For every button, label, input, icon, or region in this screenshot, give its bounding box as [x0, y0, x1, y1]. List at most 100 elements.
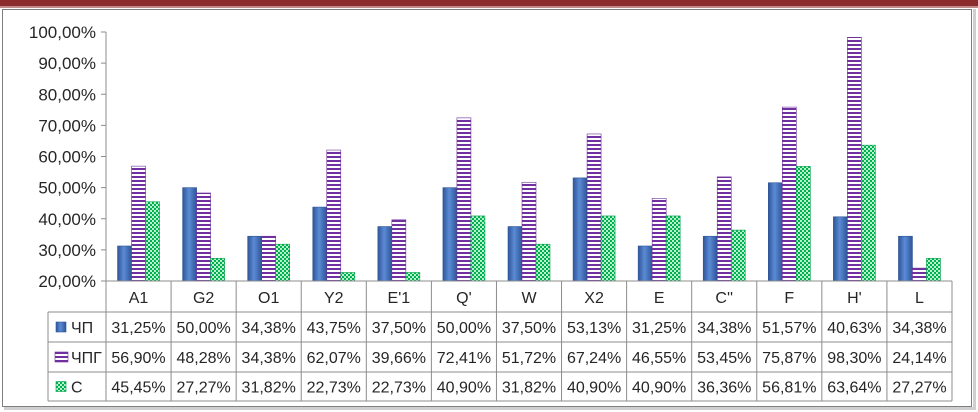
data-table-value: 56,90%: [111, 350, 165, 367]
y-tick-label: 80,00%: [38, 85, 96, 104]
y-tick-label: 20,00%: [38, 272, 96, 291]
bar: [782, 106, 797, 282]
data-table-value: 27,27%: [176, 380, 230, 397]
bar: [716, 176, 732, 282]
data-table-value: 98,30%: [827, 350, 881, 367]
bar: [637, 245, 653, 282]
bar: [210, 258, 225, 282]
window-top-line: [0, 6, 978, 8]
category-label: L: [915, 290, 924, 307]
bar: [702, 235, 718, 282]
bar: [182, 187, 197, 282]
data-table-value: 40,90%: [437, 380, 491, 397]
category-label: F: [784, 290, 794, 307]
bottom-shadow: [4, 407, 976, 410]
category-label: O1: [258, 290, 279, 307]
data-table-value: 40,90%: [632, 380, 686, 397]
data-table-value: 67,24%: [567, 350, 621, 367]
bar: [833, 216, 848, 282]
category-label: W: [521, 290, 537, 307]
data-table-value: 46,55%: [632, 350, 686, 367]
data-table-value: 56,81%: [762, 380, 816, 397]
right-shadow: [973, 9, 976, 409]
bar: [898, 235, 913, 282]
data-table-value: 62,07%: [307, 350, 361, 367]
bar: [247, 235, 262, 282]
bar: [912, 267, 927, 282]
series-name: ЧП: [71, 320, 93, 337]
bar: [196, 192, 211, 282]
data-table-value: 43,75%: [307, 320, 361, 337]
data-table-value: 34,38%: [242, 320, 296, 337]
bar: [535, 243, 551, 282]
bar: [391, 219, 407, 282]
data-table-value: 34,38%: [697, 320, 751, 337]
data-table-value: 27,27%: [892, 380, 946, 397]
chart-border: [2, 9, 972, 407]
legend-key: [55, 381, 67, 392]
y-tick-label: 60,00%: [38, 148, 96, 167]
bar: [521, 181, 537, 282]
data-table-value: 22,73%: [372, 380, 426, 397]
bar: [768, 182, 783, 282]
bar: [131, 165, 146, 282]
data-table-value: 45,45%: [111, 380, 165, 397]
bar: [586, 133, 602, 282]
data-table-value: 51,72%: [502, 350, 556, 367]
y-tick-label: 70,00%: [38, 116, 96, 135]
bar: [507, 226, 523, 282]
data-table-value: 53,13%: [567, 320, 621, 337]
y-tick-label: 100,00%: [29, 23, 96, 42]
series-name: ЧПГ: [71, 350, 102, 367]
data-table-value: 40,63%: [827, 320, 881, 337]
bar: [377, 226, 393, 282]
bar: [326, 149, 342, 282]
data-table-value: 72,41%: [437, 350, 491, 367]
bar: [470, 215, 486, 282]
category-label: Q': [456, 290, 472, 307]
data-table-value: 48,28%: [176, 350, 230, 367]
data-table-value: 31,25%: [632, 320, 686, 337]
bar: [145, 201, 160, 282]
data-table-value: 24,14%: [892, 350, 946, 367]
category-label: Y2: [324, 290, 344, 307]
bar: [796, 166, 811, 282]
category-label: A1: [129, 290, 149, 307]
data-table-value: 75,87%: [762, 350, 816, 367]
data-table-value: 37,50%: [372, 320, 426, 337]
bar: [312, 206, 328, 282]
data-table-value: 63,64%: [827, 380, 881, 397]
data-table-value: 50,00%: [437, 320, 491, 337]
bar: [117, 245, 132, 282]
y-tick-label: 90,00%: [38, 54, 96, 73]
data-table-value: 36,36%: [697, 380, 751, 397]
category-label: G2: [193, 290, 214, 307]
data-table-value: 40,90%: [567, 380, 621, 397]
series-name: С: [71, 380, 83, 397]
data-table-value: 34,38%: [242, 350, 296, 367]
category-label: E: [654, 290, 665, 307]
data-table-value: 50,00%: [176, 320, 230, 337]
bar: [442, 187, 458, 282]
bar: [847, 36, 862, 282]
data-table-value: 51,57%: [762, 320, 816, 337]
data-table-value: 31,25%: [111, 320, 165, 337]
legend-key: [55, 321, 67, 333]
category-label: H': [847, 290, 862, 307]
bar: [340, 272, 356, 282]
bar: [600, 215, 616, 282]
category-label: E'1: [388, 290, 411, 307]
bar: [572, 177, 588, 282]
data-table-value: 53,45%: [697, 350, 751, 367]
bar: [405, 272, 421, 282]
data-table-value: 37,50%: [502, 320, 556, 337]
data-table-value: 31,82%: [242, 380, 296, 397]
bar: [665, 215, 681, 282]
window-top-bar: [0, 0, 978, 6]
data-table-value: 31,82%: [502, 380, 556, 397]
bar: [730, 229, 746, 282]
legend-key: [54, 351, 69, 363]
bar: [261, 235, 276, 282]
data-table-value: 34,38%: [892, 320, 946, 337]
